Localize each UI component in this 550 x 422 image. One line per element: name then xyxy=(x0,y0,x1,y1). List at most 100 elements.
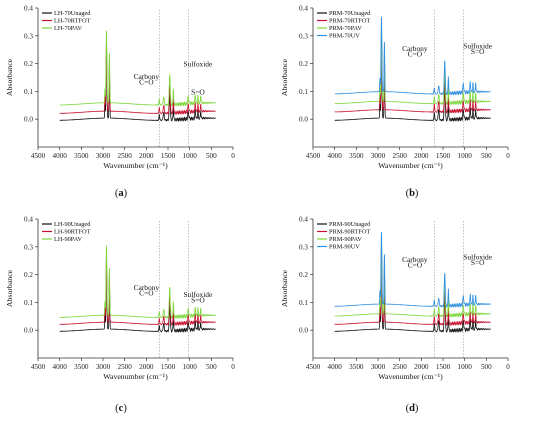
x-tick-label: 2000 xyxy=(139,363,154,371)
y-tick-label: 0.2 xyxy=(299,271,308,279)
x-tick-label: 0 xyxy=(231,152,235,160)
panel-label-b: (b) xyxy=(405,188,419,199)
y-tick-label: 0.0 xyxy=(299,327,308,335)
x-tick-label: 4000 xyxy=(52,363,67,371)
legend-label: LH-90RTFOT xyxy=(54,229,91,236)
x-tick-label: 0 xyxy=(506,152,510,160)
annotation-so: S=O xyxy=(191,87,205,96)
annotation-so: S=O xyxy=(471,258,485,267)
legend-label: PRM-70RTFOT xyxy=(329,18,370,25)
y-axis-title: Absorbance xyxy=(5,58,14,96)
x-tick-label: 1000 xyxy=(457,152,472,160)
panel-label-c-letter: c xyxy=(118,403,124,414)
chart-svg-d: 0.0 0.1 0.2 0.3 0.4 4500 4000 3500 3000 2500 2000 1… xyxy=(280,216,510,382)
annotation-co: C=O xyxy=(139,288,154,297)
legend-label: LH-90PAV xyxy=(54,236,82,243)
x-tick-label: 3000 xyxy=(371,152,386,160)
x-tick-label: 0 xyxy=(231,363,235,371)
annotation-sulfoxide: Sulfoxide xyxy=(184,290,213,299)
x-tick-label: 4500 xyxy=(306,363,321,371)
chart-panel-a: 0.0 0.1 0.2 0.3 0.4 4500 4000 3500 3000 2500 2000 1… xyxy=(0,0,275,211)
panel-label-d: (d) xyxy=(405,403,419,414)
y-tick-label: 0.1 xyxy=(299,299,308,307)
x-tick-label: 3000 xyxy=(96,363,111,371)
x-tick-label: 500 xyxy=(206,152,217,160)
y-tick-label: 0.1 xyxy=(24,88,33,96)
x-tick-label: 4000 xyxy=(327,363,342,371)
y-tick-label: 0.3 xyxy=(299,243,308,251)
x-tick-label: 2500 xyxy=(392,152,407,160)
legend-label: LH-70PAV xyxy=(54,25,82,32)
chart-svg-b: 0.0 0.1 0.2 0.3 0.4 4500 4000 3500 3000 2500 2000 1… xyxy=(280,5,510,171)
panel-label-a: (a) xyxy=(114,188,128,199)
x-tick-label: 1500 xyxy=(161,152,176,160)
annotation-carbony: Carbony xyxy=(402,255,428,264)
annotation-so: S=O xyxy=(191,295,205,304)
annotation-carbony: Carbony xyxy=(134,72,160,81)
x-tick-label: 4500 xyxy=(31,152,46,160)
chart-panel-c: 0.0 0.1 0.2 0.3 0.4 4500 4000 3500 3000 2500 2000 1… xyxy=(0,211,275,422)
x-tick-label: 4000 xyxy=(327,152,342,160)
series-line-PRM-90Unaged xyxy=(334,251,491,333)
x-tick-label: 3000 xyxy=(371,363,386,371)
x-tick-label: 2500 xyxy=(117,152,132,160)
x-tick-label: 1000 xyxy=(182,363,197,371)
y-axis-title: Absorbance xyxy=(280,269,289,307)
y-tick-label: 0.4 xyxy=(299,216,308,224)
x-tick-label: 2500 xyxy=(392,363,407,371)
y-tick-label: 0.3 xyxy=(24,32,33,40)
legend-label: LH-90Unaged xyxy=(54,221,91,228)
panel-label-b-letter: b xyxy=(409,188,415,199)
series-line-LH-90Unaged xyxy=(59,262,216,333)
y-tick-label: 0.1 xyxy=(299,88,308,96)
x-tick-label: 3500 xyxy=(349,152,364,160)
annotation-carbony: Carbony xyxy=(134,283,160,292)
x-tick-label: 500 xyxy=(481,363,492,371)
x-tick-label: 3500 xyxy=(74,363,89,371)
annotation-sulfoxide: Sulfoxide xyxy=(463,252,492,261)
x-axis-title: Wavenumber (cm⁻¹) xyxy=(378,161,443,170)
y-tick-label: 0.3 xyxy=(299,32,308,40)
series-line-LH-70Unaged xyxy=(59,48,216,122)
legend-label: PRM-90UV xyxy=(329,244,360,251)
x-tick-label: 3000 xyxy=(96,152,111,160)
x-axis-title: Wavenumber (cm⁻¹) xyxy=(103,161,168,170)
panel-label-d-letter: d xyxy=(409,403,415,414)
y-tick-label: 0.0 xyxy=(299,116,308,124)
series-line-LH-70PAV xyxy=(59,30,216,107)
annotation-carbony: Carbony xyxy=(402,44,428,53)
x-tick-label: 1000 xyxy=(182,152,197,160)
y-tick-label: 0.2 xyxy=(24,60,33,68)
annotation-sulfoxide: Sulfoxide xyxy=(184,59,213,68)
legend-label: PRM-90PAV xyxy=(329,236,362,243)
y-tick-label: 0.2 xyxy=(24,271,33,279)
series-line-PRM-90RTFOT xyxy=(334,247,491,326)
legend-label: PRM-70PAV xyxy=(329,25,362,32)
x-tick-label: 2000 xyxy=(414,152,429,160)
x-tick-label: 1500 xyxy=(436,152,451,160)
x-tick-label: 2000 xyxy=(139,152,154,160)
y-tick-label: 0.0 xyxy=(24,116,33,124)
x-tick-label: 1500 xyxy=(436,363,451,371)
y-tick-label: 0.0 xyxy=(24,327,33,335)
y-tick-label: 0.3 xyxy=(24,243,33,251)
annotation-co: C=O xyxy=(408,50,423,59)
x-axis-title: Wavenumber (cm⁻¹) xyxy=(103,372,168,381)
y-tick-label: 0.1 xyxy=(24,299,33,307)
x-tick-label: 3500 xyxy=(74,152,89,160)
x-axis-title: Wavenumber (cm⁻¹) xyxy=(378,372,443,381)
annotation-so: S=O xyxy=(471,47,485,56)
series-line-PRM-70Unaged xyxy=(334,40,491,122)
x-tick-label: 3500 xyxy=(349,363,364,371)
chart-svg-c: 0.0 0.1 0.2 0.3 0.4 4500 4000 3500 3000 2500 2000 1… xyxy=(5,216,235,382)
x-tick-label: 4000 xyxy=(52,152,67,160)
x-tick-label: 2500 xyxy=(117,363,132,371)
panel-label-c: (c) xyxy=(115,403,127,414)
legend-label: LH-70Unaged xyxy=(54,10,91,17)
annotation-sulfoxide: Sulfoxide xyxy=(463,41,492,50)
chart-svg-a: 0.0 0.1 0.2 0.3 0.4 4500 4000 3500 3000 2500 2000 1… xyxy=(5,5,235,171)
x-tick-label: 500 xyxy=(481,152,492,160)
legend-label: LH-70RTFOT xyxy=(54,18,91,25)
annotation-co: C=O xyxy=(408,261,423,270)
series-line-PRM-90UV xyxy=(334,231,491,308)
